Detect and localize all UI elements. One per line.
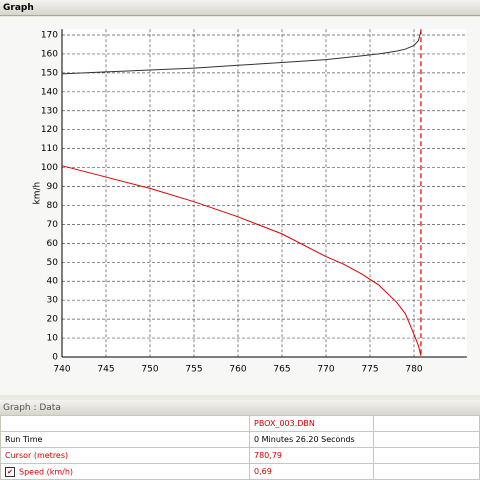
x-tick-label: 740	[53, 365, 70, 375]
y-tick-label: 160	[41, 49, 58, 59]
row-value: 0,69	[249, 463, 374, 480]
y-tick-label: 110	[41, 144, 58, 154]
plot-area	[62, 29, 467, 358]
y-tick-label: 60	[47, 239, 59, 249]
y-tick-label: 30	[47, 296, 59, 306]
row-label: Speed (km/h)	[19, 467, 74, 476]
table-row: Run Time 0 Minutes 26.20 Seconds	[0, 431, 480, 448]
y-tick-label: 40	[47, 277, 59, 287]
x-tick-label: 775	[361, 365, 378, 375]
y-tick-label: 130	[41, 106, 58, 116]
x-tick-label: 765	[273, 365, 290, 375]
cell	[373, 415, 480, 432]
y-tick-label: 80	[47, 201, 59, 211]
chart: 0 10 20 30 40 50 60 70 80 90 100 110 120 130 140 150 160…	[0, 17, 480, 395]
x-tick-label: 780	[405, 365, 422, 375]
cell	[373, 463, 480, 480]
row-label: Cursor (metres)	[0, 447, 250, 464]
checkbox[interactable]: ✔	[5, 466, 15, 477]
y-tick-label: 0	[52, 353, 58, 363]
cell	[373, 431, 480, 448]
x-tick-label: 770	[317, 365, 334, 375]
column-header: PBOX_003.DBN	[249, 415, 374, 432]
y-tick-label: 90	[47, 182, 59, 192]
y-tick-label: 10	[47, 334, 59, 344]
series-line	[61, 31, 422, 75]
y-tick-label: 140	[41, 87, 58, 97]
row-value: 780,79	[249, 447, 374, 464]
x-tick-label: 755	[185, 365, 202, 375]
window-title: Graph	[0, 0, 480, 16]
y-tick-label: 120	[41, 125, 58, 135]
y-tick-label: 100	[41, 163, 58, 173]
y-axis-label: km/h	[33, 182, 43, 205]
y-tick-label: 150	[41, 68, 58, 78]
row-label: Run Time	[0, 431, 250, 448]
y-tick-label: 50	[47, 258, 59, 268]
y-tick-label: 20	[47, 315, 59, 325]
table-row: Cursor (metres) 780,79	[0, 447, 480, 464]
data-table: PBOX_003.DBN Run Time 0 Minutes 26.20 Sec…	[0, 415, 480, 480]
x-tick-label: 745	[97, 365, 114, 375]
row-value: 0 Minutes 26.20 Seconds	[249, 431, 374, 448]
y-tick-label: 170	[41, 30, 58, 40]
cell	[373, 447, 480, 464]
table-header: PBOX_003.DBN	[0, 415, 480, 432]
x-tick-label: 750	[141, 365, 158, 375]
cell	[0, 415, 250, 432]
table-row: ✔ Speed (km/h) 0,69	[0, 463, 480, 480]
series-line	[61, 165, 422, 356]
row-label-cell: ✔ Speed (km/h)	[0, 463, 250, 480]
x-tick-label: 760	[229, 365, 246, 375]
data-panel-title: Graph : Data	[0, 400, 480, 416]
y-tick-label: 70	[47, 220, 59, 230]
